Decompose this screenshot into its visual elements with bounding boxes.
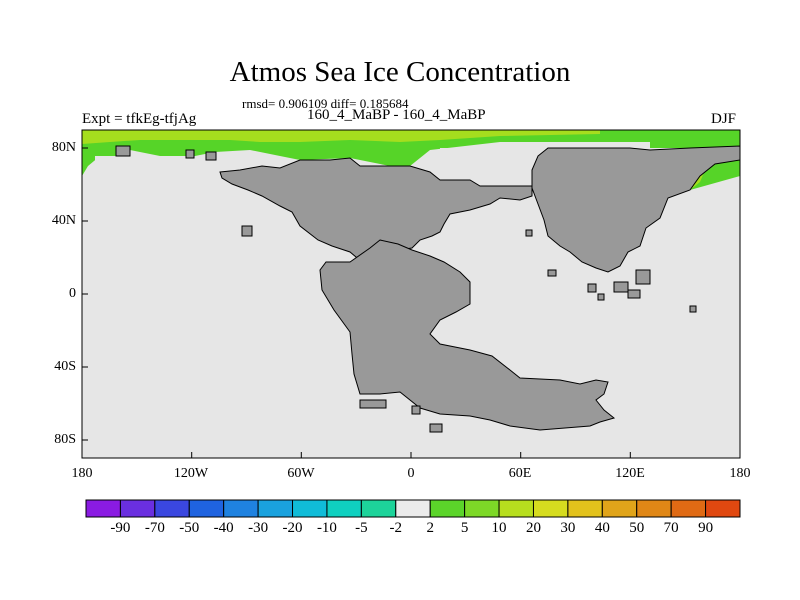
colorbar-label-2: -50: [179, 520, 200, 536]
colorbar-swatch-13: [532, 499, 569, 518]
colorbar-swatch-12: [498, 499, 534, 518]
lat-label-80s: 80S: [54, 432, 76, 447]
colorbar-label-1: -70: [144, 520, 165, 536]
period-label: 160_4_MaBP - 160_4_MaBP: [307, 107, 486, 123]
lat-label-0: 0: [69, 286, 76, 301]
colorbar-label-10: 5: [460, 520, 469, 536]
colorbar-label-7: -5: [355, 520, 368, 536]
colorbar-swatch-3: [188, 499, 225, 518]
lon-label-180w: 180: [71, 466, 93, 481]
colorbar-swatch-18: [705, 499, 741, 518]
ice-gap-eurasia: [540, 142, 650, 150]
island-4: [613, 281, 629, 293]
lon-label-120w: 120W: [173, 466, 209, 481]
colorbar-label-13: 30: [560, 520, 576, 536]
colorbar-swatch-6: [292, 499, 328, 518]
island-13: [115, 145, 131, 157]
colorbar-swatch-0: [85, 499, 121, 518]
plot-title: Atmos Sea Ice Concentration: [229, 56, 571, 88]
island-10: [241, 225, 253, 237]
ice-gap-west: [95, 156, 125, 164]
island-14: [689, 305, 697, 313]
colorbar-swatch-2: [154, 499, 190, 518]
colorbar-label-9: 2: [426, 520, 434, 536]
island-2: [429, 423, 443, 433]
colorbar-label-14: 40: [594, 520, 610, 536]
lat-label-80n: 80N: [51, 140, 76, 155]
landmass-north-america: [219, 157, 533, 263]
island-1: [359, 399, 387, 409]
colorbar-label-3: -40: [213, 520, 234, 536]
colorbar-swatch-16: [636, 499, 672, 518]
island-8: [597, 293, 605, 301]
island-12: [185, 149, 195, 159]
colorbar-label-15: 50: [629, 520, 645, 536]
lat-label-40s: 40S: [54, 359, 76, 374]
colorbar-swatch-10: [429, 499, 466, 518]
landmass-eurasia: [531, 145, 741, 273]
island-5: [627, 289, 641, 299]
colorbar-label-8: -2: [389, 520, 403, 536]
island-9: [525, 229, 533, 237]
colorbar-swatch-11: [464, 499, 500, 518]
colorbar: [85, 499, 741, 518]
lon-label-60w: 60W: [287, 466, 315, 481]
colorbar-swatch-15: [601, 499, 638, 518]
colorbar-label-0: -90: [110, 520, 131, 536]
lat-label-40n: 40N: [51, 213, 76, 228]
colorbar-label-6: -10: [316, 520, 337, 536]
ice-gap-atlantic: [440, 148, 530, 162]
landmass-gondwana: [319, 239, 616, 431]
experiment-label: Expt = tfkEg-tfjAg: [82, 111, 197, 127]
lon-label-120e: 120E: [615, 466, 645, 481]
season-label: DJF: [711, 111, 737, 127]
colorbar-swatch-9: [395, 499, 431, 518]
colorbar-label-12: 20: [525, 520, 541, 536]
colorbar-swatch-5: [257, 499, 294, 518]
sea-ice-arctic-band: [82, 130, 740, 192]
land-layer: [115, 145, 741, 433]
colorbar-label-16: 70: [663, 520, 679, 536]
lon-label-0: 0: [407, 466, 415, 481]
sea-ice-arctic-inner: [82, 130, 600, 144]
colorbar-label-11: 10: [491, 520, 507, 536]
colorbar-label-17: 90: [698, 520, 714, 536]
colorbar-swatch-7: [326, 499, 362, 518]
colorbar-swatch-1: [119, 499, 156, 518]
island-7: [547, 269, 557, 277]
stats-text: rmsd= 0.906109 diff= 0.185684: [242, 96, 409, 111]
colorbar-swatch-17: [670, 499, 707, 518]
island-3: [635, 269, 651, 285]
colorbar-swatch-14: [567, 499, 603, 518]
colorbar-label-4: -30: [248, 520, 269, 536]
island-15: [411, 405, 421, 415]
island-11: [205, 151, 217, 161]
colorbar-label-5: -20: [282, 520, 303, 536]
lon-label-60e: 60E: [508, 466, 532, 481]
axis-ticks: [81, 147, 741, 458]
lon-label-180e: 180: [729, 466, 751, 481]
colorbar-swatch-4: [223, 499, 259, 518]
colorbar-swatch-8: [360, 499, 397, 518]
island-6: [587, 283, 597, 293]
